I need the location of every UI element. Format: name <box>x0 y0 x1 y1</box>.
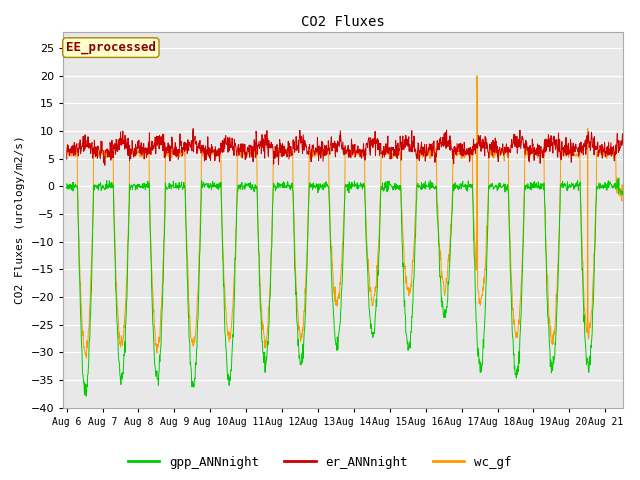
Y-axis label: CO2 Fluxes (urology/m2/s): CO2 Fluxes (urology/m2/s) <box>15 135 25 304</box>
Legend: gpp_ANNnight, er_ANNnight, wc_gf: gpp_ANNnight, er_ANNnight, wc_gf <box>123 451 517 474</box>
Title: CO2 Fluxes: CO2 Fluxes <box>301 15 385 29</box>
Text: EE_processed: EE_processed <box>66 41 156 54</box>
